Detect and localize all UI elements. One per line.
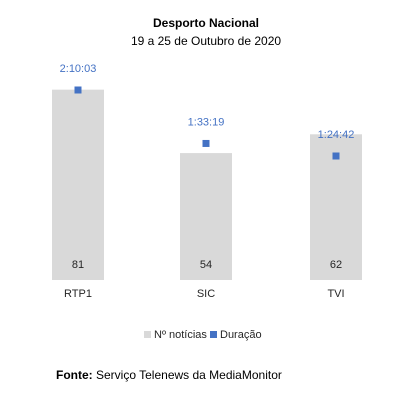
legend-swatch-news — [144, 331, 151, 338]
legend: Nº notícias Duração — [144, 329, 262, 341]
bar-sic — [180, 153, 232, 280]
duration-labels-group: 2:10:03 1:33:19 1:24:42 — [60, 63, 355, 141]
legend-swatch-duration — [210, 331, 217, 338]
bar-value-label-sic: 54 — [200, 259, 212, 271]
category-label-tvi: TVI — [327, 288, 344, 300]
category-label-rtp1: RTP1 — [64, 288, 92, 300]
bar-value-label-tvi: 62 — [330, 259, 342, 271]
legend-label-news: Nº notícias — [154, 329, 207, 341]
duration-marker-rtp1 — [74, 86, 82, 94]
category-labels-group: RTP1 SIC TVI — [64, 288, 345, 300]
bar-labels-group: 81 54 62 — [72, 259, 342, 271]
source-text: Serviço Telenews da MediaMonitor — [96, 368, 282, 382]
duration-marker-sic — [202, 139, 210, 147]
duration-label-sic: 1:33:19 — [188, 116, 225, 128]
bars-group — [52, 89, 362, 281]
legend-label-duration: Duração — [220, 329, 262, 341]
bar-rtp1 — [52, 89, 104, 281]
chart-title: Desporto Nacional — [153, 16, 259, 30]
duration-label-rtp1: 2:10:03 — [60, 63, 97, 75]
chart-subtitle: 19 a 25 de Outubro de 2020 — [131, 34, 281, 48]
source-label: Fonte: — [56, 368, 93, 382]
duration-marker-tvi — [332, 152, 340, 160]
source-note: Fonte: Serviço Telenews da MediaMonitor — [56, 368, 282, 382]
category-label-sic: SIC — [197, 288, 215, 300]
bar-value-label-rtp1: 81 — [72, 259, 84, 271]
duration-markers-group — [74, 86, 340, 160]
duration-label-tvi: 1:24:42 — [318, 129, 355, 141]
